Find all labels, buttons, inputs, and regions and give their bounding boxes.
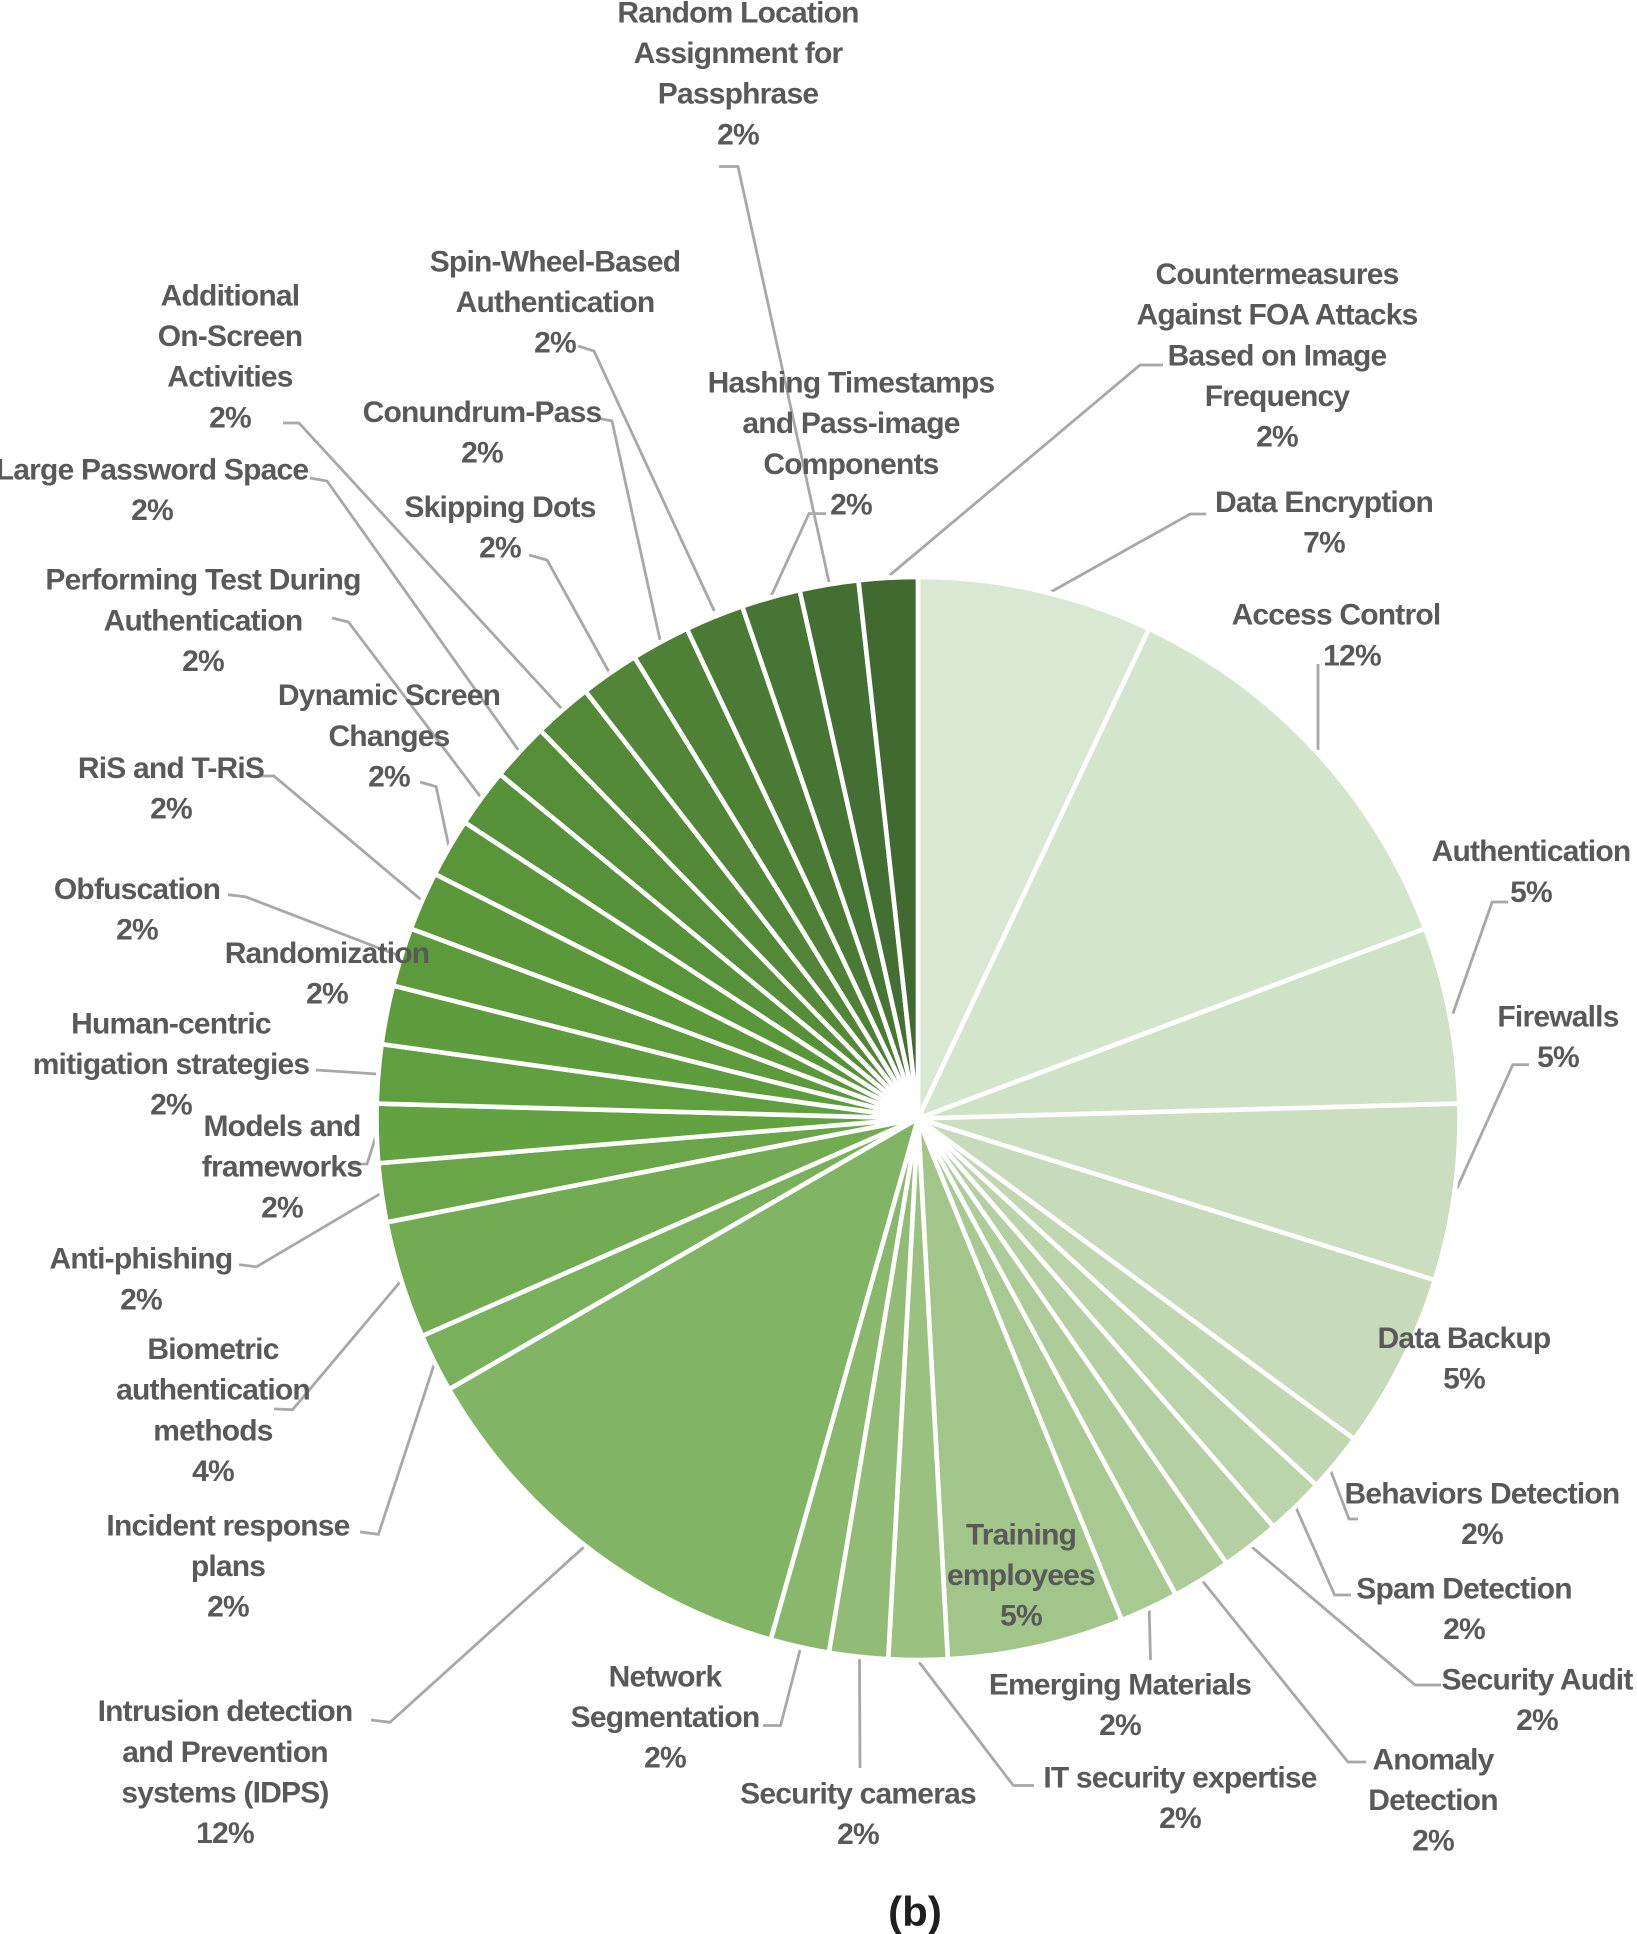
svg-text:RiS and T-RiS: RiS and T-RiS [78, 752, 264, 785]
svg-text:2%: 2% [1099, 1709, 1141, 1742]
svg-text:Large Password Space: Large Password Space [0, 454, 308, 487]
svg-text:Frequency: Frequency [1205, 380, 1351, 413]
svg-text:Models and: Models and [203, 1110, 360, 1143]
svg-text:2%: 2% [479, 532, 521, 565]
svg-text:Conundrum-Pass: Conundrum-Pass [363, 396, 602, 429]
svg-text:Authentication: Authentication [456, 286, 655, 319]
svg-text:2%: 2% [182, 645, 224, 678]
svg-text:Passphrase: Passphrase [658, 78, 819, 111]
svg-text:Components: Components [763, 448, 938, 481]
svg-text:IT security expertise: IT security expertise [1043, 1762, 1316, 1795]
svg-text:2%: 2% [1516, 1704, 1558, 1737]
svg-text:Network: Network [609, 1660, 723, 1693]
svg-text:2%: 2% [1461, 1518, 1503, 1551]
svg-text:2%: 2% [150, 792, 192, 825]
svg-text:authentication: authentication [116, 1374, 310, 1407]
svg-text:Detection: Detection [1368, 1784, 1498, 1817]
svg-text:12%: 12% [1323, 639, 1381, 672]
svg-text:Access Control: Access Control [1232, 599, 1441, 632]
svg-text:2%: 2% [461, 437, 503, 470]
svg-text:2%: 2% [1443, 1613, 1485, 1646]
svg-text:2%: 2% [209, 401, 251, 434]
svg-text:Firewalls: Firewalls [1497, 1001, 1618, 1034]
svg-text:Anomaly: Anomaly [1372, 1744, 1494, 1777]
svg-text:Anti-phishing: Anti-phishing [50, 1243, 233, 1276]
svg-text:mitigation strategies: mitigation strategies [33, 1048, 310, 1081]
svg-text:Segmentation: Segmentation [571, 1701, 760, 1734]
svg-text:Based on Image: Based on Image [1168, 339, 1387, 372]
svg-text:Authentication: Authentication [104, 604, 303, 637]
svg-text:Authentication: Authentication [1432, 835, 1631, 868]
svg-text:Random Location: Random Location [617, 0, 858, 30]
svg-text:and Prevention: and Prevention [122, 1736, 328, 1769]
svg-text:Obfuscation: Obfuscation [54, 873, 220, 906]
svg-text:Randomization: Randomization [225, 937, 430, 970]
svg-text:2%: 2% [830, 488, 872, 521]
svg-text:2%: 2% [1412, 1825, 1454, 1858]
svg-text:Data Backup: Data Backup [1378, 1322, 1551, 1355]
svg-text:Activities: Activities [167, 361, 293, 394]
svg-text:Human-centric: Human-centric [71, 1008, 271, 1041]
svg-text:plans: plans [191, 1550, 265, 1583]
svg-text:Spin-Wheel-Based: Spin-Wheel-Based [430, 246, 681, 279]
svg-text:Training: Training [966, 1519, 1076, 1552]
svg-text:On-Screen: On-Screen [158, 320, 303, 353]
svg-text:5%: 5% [1537, 1041, 1579, 1074]
svg-text:Hashing Timestamps: Hashing Timestamps [708, 367, 995, 400]
svg-text:Emerging Materials: Emerging Materials [989, 1669, 1251, 1702]
svg-text:4%: 4% [192, 1455, 234, 1488]
svg-text:2%: 2% [534, 327, 576, 360]
svg-text:2%: 2% [717, 118, 759, 151]
svg-text:Security Audit: Security Audit [1441, 1664, 1633, 1697]
svg-text:Changes: Changes [328, 720, 449, 753]
svg-text:2%: 2% [207, 1591, 249, 1624]
svg-text:2%: 2% [306, 978, 348, 1011]
svg-text:2%: 2% [120, 1283, 162, 1316]
svg-text:Skipping Dots: Skipping Dots [404, 491, 595, 524]
svg-text:Against FOA Attacks: Against FOA Attacks [1137, 299, 1418, 332]
svg-text:5%: 5% [1000, 1600, 1042, 1633]
svg-text:Intrusion detection: Intrusion detection [98, 1695, 353, 1728]
svg-text:7%: 7% [1303, 526, 1345, 559]
svg-text:methods: methods [153, 1414, 273, 1447]
svg-text:(b): (b) [888, 1888, 942, 1934]
svg-text:Security cameras: Security cameras [740, 1778, 976, 1811]
svg-text:and Pass-image: and Pass-image [742, 407, 959, 440]
svg-text:Dynamic Screen: Dynamic Screen [278, 679, 500, 712]
svg-text:2%: 2% [368, 760, 410, 793]
svg-text:5%: 5% [1443, 1363, 1485, 1396]
svg-text:Behaviors Detection: Behaviors Detection [1345, 1478, 1620, 1511]
svg-text:Performing Test During: Performing Test During [45, 564, 360, 597]
svg-text:2%: 2% [644, 1742, 686, 1775]
svg-text:2%: 2% [116, 913, 158, 946]
svg-text:5%: 5% [1510, 876, 1552, 909]
svg-text:2%: 2% [131, 494, 173, 527]
svg-text:Assignment for: Assignment for [634, 37, 844, 70]
svg-text:2%: 2% [837, 1818, 879, 1851]
svg-text:12%: 12% [196, 1817, 254, 1850]
svg-text:Incident response: Incident response [106, 1510, 349, 1543]
svg-text:Biometric: Biometric [147, 1333, 278, 1366]
svg-text:2%: 2% [1256, 421, 1298, 454]
svg-text:Spam Detection: Spam Detection [1356, 1573, 1572, 1606]
svg-text:frameworks: frameworks [202, 1151, 363, 1184]
svg-text:systems (IDPS): systems (IDPS) [121, 1776, 328, 1809]
svg-text:2%: 2% [1159, 1802, 1201, 1835]
svg-text:employees: employees [947, 1559, 1095, 1592]
svg-text:Additional: Additional [161, 280, 300, 313]
svg-text:2%: 2% [261, 1191, 303, 1224]
svg-text:2%: 2% [150, 1089, 192, 1122]
svg-text:Data Encryption: Data Encryption [1215, 486, 1433, 519]
svg-text:Countermeasures: Countermeasures [1155, 258, 1398, 291]
